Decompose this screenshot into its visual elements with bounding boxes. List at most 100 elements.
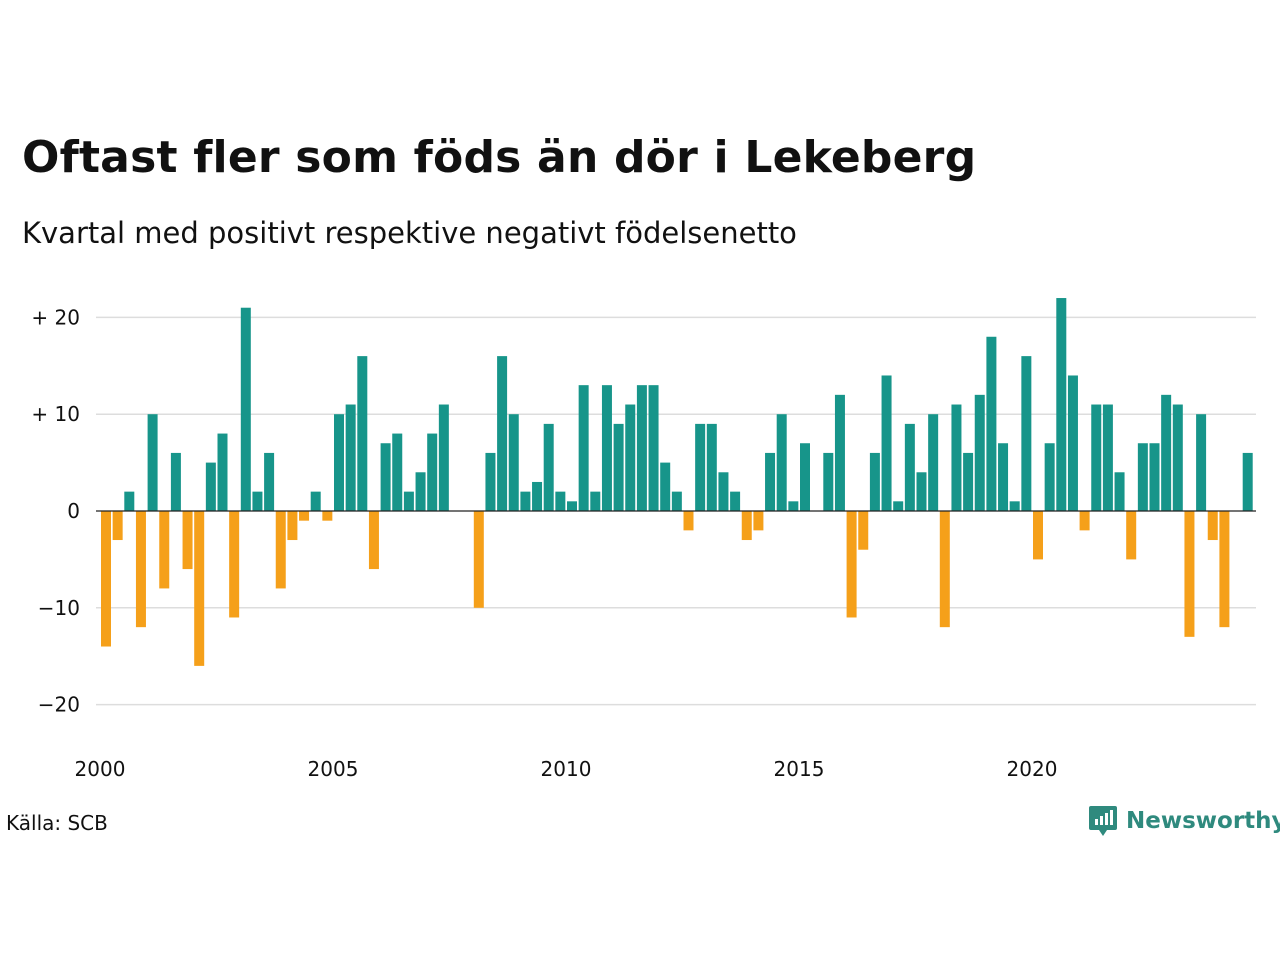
y-tick-label: + 10 [31, 402, 80, 426]
brand-name: Newsworthy [1126, 808, 1280, 834]
bar [147, 414, 158, 511]
bar [520, 491, 531, 511]
bar [730, 491, 741, 511]
bar [741, 511, 752, 541]
bar [1207, 511, 1218, 541]
bar [345, 404, 356, 511]
x-tick-label: 2005 [308, 757, 359, 781]
bar [636, 385, 647, 511]
bar [240, 307, 251, 511]
newsworthy-logo-icon [1089, 806, 1117, 836]
bar [508, 414, 519, 511]
bar [1219, 511, 1230, 628]
bar [217, 433, 228, 511]
bar [287, 511, 298, 541]
bar [532, 481, 543, 511]
bar [916, 472, 927, 511]
bar [1091, 404, 1102, 511]
bar [1149, 443, 1160, 511]
bar [1056, 298, 1067, 511]
bar [974, 394, 985, 511]
bar [1126, 511, 1137, 560]
bar [1114, 472, 1125, 511]
bar [578, 385, 589, 511]
bar [776, 414, 787, 511]
bar [275, 511, 286, 589]
bar [998, 443, 1009, 511]
bar [706, 423, 717, 511]
bar [567, 501, 577, 511]
bar [858, 511, 869, 550]
bar [1102, 404, 1113, 511]
y-tick-label: −20 [38, 693, 80, 717]
bar [1067, 375, 1078, 511]
x-tick-label: 2015 [774, 757, 825, 781]
bar [800, 443, 810, 511]
bar [1033, 511, 1043, 560]
bar [951, 404, 962, 511]
bar [1009, 501, 1020, 511]
bar [322, 511, 333, 521]
bar [648, 385, 659, 511]
bar [788, 501, 799, 511]
bar [753, 511, 764, 531]
bar [834, 394, 845, 511]
bar [939, 511, 950, 628]
bar [368, 511, 379, 570]
chart-subtitle: Kvartal med positivt respektive negativt… [22, 216, 797, 250]
bar [415, 472, 426, 511]
bar [1184, 511, 1195, 637]
bar [357, 356, 368, 511]
bar [1021, 356, 1032, 511]
bar [963, 452, 974, 511]
bar [881, 375, 892, 511]
source-note: Källa: SCB [6, 811, 108, 835]
bar [613, 423, 624, 511]
bar [392, 433, 403, 511]
bar [823, 452, 834, 511]
x-tick-label: 2020 [1007, 757, 1058, 781]
bar [671, 491, 682, 511]
bar [590, 491, 601, 511]
bar [601, 385, 612, 511]
bar [765, 452, 776, 511]
x-tick-label: 2010 [541, 757, 592, 781]
bar [182, 511, 193, 570]
bar [1161, 394, 1172, 511]
bar [252, 491, 263, 511]
x-tick-label: 2000 [75, 757, 126, 781]
bar [403, 491, 414, 511]
y-tick-label: −10 [38, 596, 80, 620]
bar [310, 491, 321, 511]
bar [135, 511, 146, 628]
bar [229, 511, 240, 618]
bar [1137, 443, 1148, 511]
bar [904, 423, 915, 511]
brand-logo: Newsworthy [1088, 804, 1280, 838]
y-tick-label: + 20 [31, 305, 80, 329]
bar [101, 511, 111, 647]
bar [869, 452, 880, 511]
bar [625, 404, 636, 511]
bar [1079, 511, 1090, 531]
bar [1242, 452, 1253, 511]
bar [264, 452, 275, 511]
bar [986, 336, 997, 511]
bar-chart: + 20 + 10 0 −10 −20 2000 2005 2010 2015 2020 [31, 298, 1256, 781]
bar [194, 511, 205, 666]
bar [205, 462, 216, 511]
bar [485, 452, 496, 511]
bar [555, 491, 566, 511]
bar [299, 511, 310, 521]
bar [683, 511, 694, 531]
bar [112, 511, 123, 541]
bar [660, 462, 671, 511]
bar [170, 452, 181, 511]
bar [473, 511, 484, 608]
bar [334, 414, 344, 511]
bar [718, 472, 729, 511]
bar [380, 443, 391, 511]
bar [124, 491, 135, 511]
bar [159, 511, 170, 589]
